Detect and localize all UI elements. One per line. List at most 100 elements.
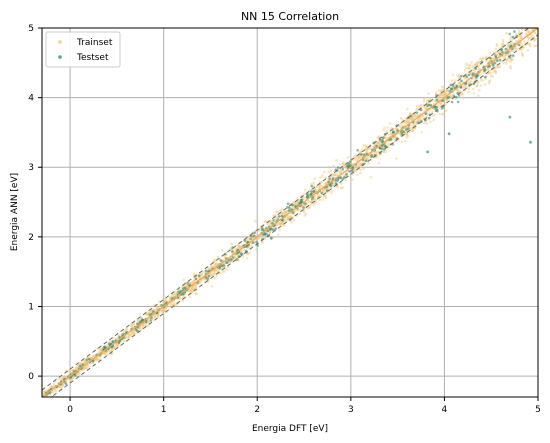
point [382, 128, 385, 132]
point [465, 66, 468, 70]
point [283, 210, 287, 214]
point [211, 273, 214, 277]
point [60, 385, 64, 389]
point [246, 257, 249, 260]
point [441, 88, 445, 92]
point [59, 386, 63, 390]
point [71, 368, 74, 372]
point [204, 276, 208, 279]
point [156, 314, 160, 317]
point [213, 277, 217, 280]
point [526, 39, 530, 42]
point [281, 212, 285, 216]
point [459, 86, 463, 89]
point [129, 322, 133, 326]
point [53, 388, 56, 392]
point [333, 173, 336, 176]
point [185, 283, 189, 287]
point [263, 220, 267, 224]
legend-marker-trainset [58, 40, 62, 44]
point [506, 43, 509, 46]
point [448, 89, 452, 93]
point [268, 231, 272, 234]
point [194, 285, 197, 289]
point [131, 332, 135, 335]
point [482, 56, 485, 60]
point [463, 85, 467, 89]
point [288, 216, 291, 220]
point [410, 116, 414, 120]
point [317, 185, 321, 189]
point [281, 224, 284, 227]
point [442, 85, 446, 89]
point [287, 216, 290, 219]
point [521, 44, 525, 47]
point [445, 109, 448, 113]
point [172, 293, 175, 296]
point [472, 68, 475, 71]
point [389, 132, 393, 136]
point [294, 202, 297, 205]
point [424, 112, 428, 115]
point [459, 82, 462, 85]
point [312, 203, 316, 207]
point [504, 53, 507, 57]
point [327, 165, 331, 169]
point [431, 110, 434, 114]
point [520, 51, 524, 55]
point [318, 186, 322, 190]
point [302, 206, 306, 210]
point [323, 182, 326, 186]
point [191, 288, 195, 292]
point [324, 176, 327, 180]
point [362, 153, 366, 157]
point [450, 100, 454, 104]
point [438, 106, 441, 109]
point [437, 89, 441, 93]
point [444, 92, 448, 96]
point [425, 121, 429, 125]
point [283, 212, 287, 215]
point [427, 103, 431, 107]
point [399, 122, 403, 125]
point [516, 47, 520, 50]
point [353, 165, 357, 169]
point [268, 231, 272, 235]
point [497, 66, 500, 69]
point [509, 65, 512, 68]
point [296, 208, 300, 212]
point [271, 222, 274, 225]
point [387, 133, 391, 137]
point [213, 263, 217, 266]
point [411, 129, 414, 133]
point [459, 74, 463, 78]
point [439, 101, 442, 105]
point [345, 172, 348, 176]
point [463, 77, 466, 80]
point [376, 150, 380, 153]
point [529, 44, 532, 48]
point [284, 210, 287, 213]
point [478, 88, 481, 92]
point [304, 212, 308, 216]
point [77, 372, 80, 376]
point [472, 92, 476, 95]
point [501, 41, 505, 44]
point [283, 224, 286, 227]
point [195, 292, 198, 296]
point [297, 198, 301, 202]
point [106, 344, 109, 348]
point [472, 82, 476, 85]
point [111, 340, 114, 343]
point [114, 337, 118, 340]
point [454, 95, 458, 99]
point [484, 68, 487, 71]
point [481, 79, 485, 82]
point [205, 269, 208, 273]
point [61, 384, 64, 387]
point [428, 97, 431, 100]
point [146, 324, 150, 328]
point [509, 44, 512, 47]
point [488, 80, 491, 83]
point [484, 75, 487, 79]
